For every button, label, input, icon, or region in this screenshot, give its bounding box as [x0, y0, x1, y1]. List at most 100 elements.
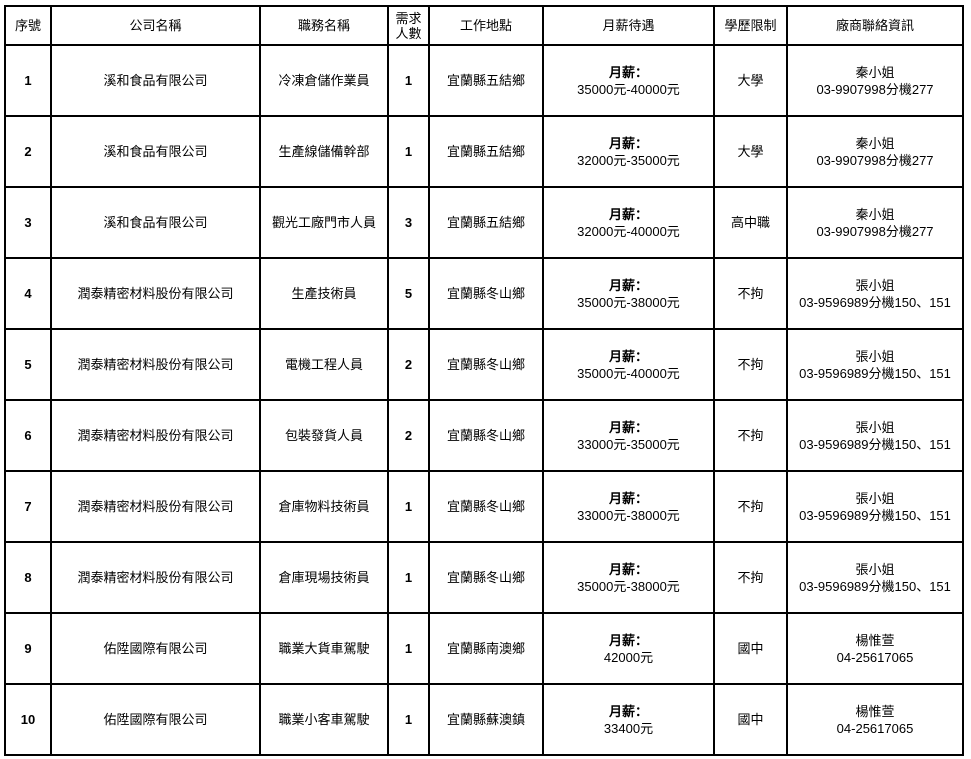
salary-label: 月薪： [608, 561, 648, 577]
cell-salary: 月薪： 33400元 [542, 683, 715, 756]
cell-company: 潤泰精密材料股份有限公司 [50, 470, 261, 543]
cell-job: 生產線儲備幹部 [259, 115, 389, 188]
salary-value: 42000元 [603, 649, 654, 665]
cell-contact: 張小姐 03-9596989分機150、151 [786, 541, 964, 614]
salary-value: 35000元-40000元 [577, 365, 680, 381]
table-row: 3 溪和食品有限公司 觀光工廠門市人員 3 宜蘭縣五結鄉 月薪： 32000元-40000元… [4, 186, 964, 259]
cell-seq: 6 [4, 399, 52, 472]
cell-salary: 月薪： 35000元-40000元 [542, 44, 715, 117]
cell-count: 5 [387, 257, 430, 330]
header-company: 公司名稱 [50, 5, 261, 46]
cell-location: 宜蘭縣冬山鄉 [428, 328, 544, 401]
cell-location: 宜蘭縣冬山鄉 [428, 257, 544, 330]
cell-seq: 9 [4, 612, 52, 685]
cell-count: 3 [387, 186, 430, 259]
salary-value: 35000元-38000元 [577, 578, 680, 594]
table-row: 1 溪和食品有限公司 冷凍倉儲作業員 1 宜蘭縣五結鄉 月薪： 35000元-40000元大… [4, 44, 964, 117]
cell-contact: 楊惟萱 04-25617065 [786, 612, 964, 685]
header-salary: 月薪待遇 [542, 5, 715, 46]
contact-name: 張小姐 [855, 277, 895, 293]
cell-education: 不拘 [713, 257, 788, 330]
contact-name: 秦小姐 [855, 64, 895, 80]
salary-label: 月薪： [608, 490, 648, 506]
salary-value: 33400元 [603, 720, 654, 736]
cell-location: 宜蘭縣五結鄉 [428, 186, 544, 259]
cell-count: 1 [387, 541, 430, 614]
header-location: 工作地點 [428, 5, 544, 46]
cell-contact: 楊惟萱 04-25617065 [786, 683, 964, 756]
contact-name: 秦小姐 [855, 206, 895, 222]
contact-phone: 03-9907998分機277 [816, 152, 934, 168]
salary-label: 月薪： [608, 703, 648, 719]
cell-company: 潤泰精密材料股份有限公司 [50, 399, 261, 472]
contact-name: 張小姐 [855, 490, 895, 506]
header-seq: 序號 [4, 5, 52, 46]
salary-value: 32000元-40000元 [577, 223, 680, 239]
cell-seq: 1 [4, 44, 52, 117]
table-row: 10 佑陞國際有限公司 職業小客車駕駛 1 宜蘭縣蘇澳鎮 月薪： 33400元 國中 楊惟萱 04… [4, 683, 964, 756]
cell-education: 大學 [713, 115, 788, 188]
cell-job: 倉庫現場技術員 [259, 541, 389, 614]
cell-seq: 4 [4, 257, 52, 330]
table-row: 6 潤泰精密材料股份有限公司 包裝發貨人員 2 宜蘭縣冬山鄉 月薪： 33000元-3500… [4, 399, 964, 472]
contact-phone: 03-9596989分機150、151 [799, 436, 951, 452]
table-row: 5 潤泰精密材料股份有限公司 電機工程人員 2 宜蘭縣冬山鄉 月薪： 35000元-4000… [4, 328, 964, 401]
contact-name: 張小姐 [855, 561, 895, 577]
cell-company: 潤泰精密材料股份有限公司 [50, 328, 261, 401]
cell-contact: 秦小姐 03-9907998分機277 [786, 186, 964, 259]
cell-location: 宜蘭縣冬山鄉 [428, 541, 544, 614]
contact-name: 張小姐 [855, 419, 895, 435]
contact-phone: 03-9907998分機277 [816, 81, 934, 97]
cell-count: 1 [387, 44, 430, 117]
salary-label: 月薪： [608, 419, 648, 435]
salary-label: 月薪： [608, 64, 648, 80]
cell-contact: 張小姐 03-9596989分機150、151 [786, 470, 964, 543]
salary-value: 35000元-40000元 [577, 81, 680, 97]
cell-count: 1 [387, 115, 430, 188]
cell-education: 不拘 [713, 328, 788, 401]
cell-salary: 月薪： 35000元-38000元 [542, 541, 715, 614]
header-row: 序號 公司名稱 職務名稱 需求人數 工作地點 月薪待遇 學歷限制 廠商聯絡資訊 [4, 5, 964, 46]
cell-education: 不拘 [713, 399, 788, 472]
table-row: 4 潤泰精密材料股份有限公司 生產技術員 5 宜蘭縣冬山鄉 月薪： 35000元-38000… [4, 257, 964, 330]
cell-location: 宜蘭縣南澳鄉 [428, 612, 544, 685]
cell-company: 佑陞國際有限公司 [50, 683, 261, 756]
cell-company: 溪和食品有限公司 [50, 44, 261, 117]
cell-salary: 月薪： 32000元-40000元 [542, 186, 715, 259]
cell-salary: 月薪： 32000元-35000元 [542, 115, 715, 188]
header-count: 需求人數 [387, 5, 430, 46]
contact-phone: 03-9596989分機150、151 [799, 578, 951, 594]
contact-phone: 03-9907998分機277 [816, 223, 934, 239]
salary-label: 月薪： [608, 135, 648, 151]
contact-name: 楊惟萱 [855, 632, 895, 648]
table-row: 9 佑陞國際有限公司 職業大貨車駕駛 1 宜蘭縣南澳鄉 月薪： 42000元 國中 楊惟萱 04-… [4, 612, 964, 685]
cell-salary: 月薪： 42000元 [542, 612, 715, 685]
cell-education: 不拘 [713, 541, 788, 614]
job-listings-table: 序號 公司名稱 職務名稱 需求人數 工作地點 月薪待遇 學歷限制 廠商聯絡資訊 1 溪和食品有限… [4, 5, 964, 756]
contact-name: 張小姐 [855, 348, 895, 364]
cell-job: 觀光工廠門市人員 [259, 186, 389, 259]
cell-location: 宜蘭縣蘇澳鎮 [428, 683, 544, 756]
contact-phone: 03-9596989分機150、151 [799, 294, 951, 310]
cell-company: 溪和食品有限公司 [50, 186, 261, 259]
salary-value: 33000元-38000元 [577, 507, 680, 523]
cell-count: 1 [387, 470, 430, 543]
header-contact: 廠商聯絡資訊 [786, 5, 964, 46]
cell-count: 2 [387, 328, 430, 401]
cell-salary: 月薪： 35000元-38000元 [542, 257, 715, 330]
cell-seq: 3 [4, 186, 52, 259]
contact-name: 楊惟萱 [855, 703, 895, 719]
cell-salary: 月薪： 33000元-38000元 [542, 470, 715, 543]
cell-company: 潤泰精密材料股份有限公司 [50, 541, 261, 614]
cell-job: 包裝發貨人員 [259, 399, 389, 472]
salary-label: 月薪： [608, 348, 648, 364]
cell-location: 宜蘭縣五結鄉 [428, 44, 544, 117]
salary-label: 月薪： [608, 277, 648, 293]
cell-seq: 5 [4, 328, 52, 401]
table-row: 8 潤泰精密材料股份有限公司 倉庫現場技術員 1 宜蘭縣冬山鄉 月薪： 35000元-380… [4, 541, 964, 614]
header-education: 學歷限制 [713, 5, 788, 46]
cell-seq: 7 [4, 470, 52, 543]
cell-company: 溪和食品有限公司 [50, 115, 261, 188]
cell-contact: 張小姐 03-9596989分機150、151 [786, 257, 964, 330]
cell-salary: 月薪： 35000元-40000元 [542, 328, 715, 401]
